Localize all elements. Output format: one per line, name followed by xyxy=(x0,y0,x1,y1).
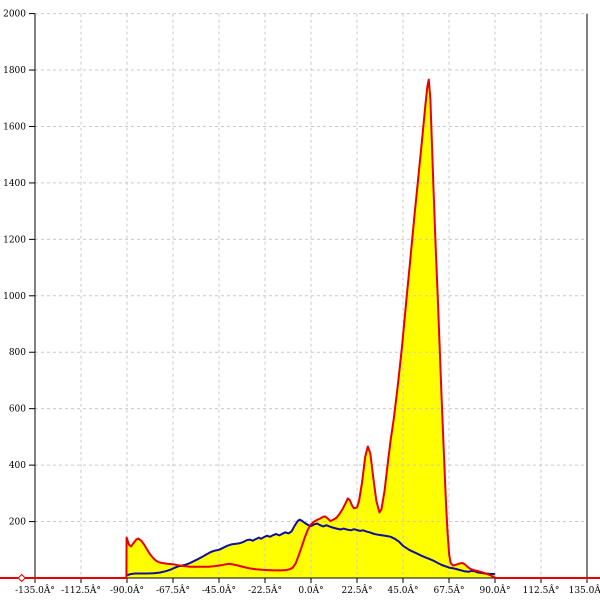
x-tick-label: 90.0Â° xyxy=(479,584,510,596)
y-tick-label: 600 xyxy=(9,405,26,415)
x-tick-label: 45.0Â° xyxy=(387,584,418,596)
x-tick-label: -67.5Â° xyxy=(156,584,190,596)
red-series-line xyxy=(0,78,600,579)
x-tick-label: -45.0Â° xyxy=(202,584,236,596)
y-tick-label: 800 xyxy=(9,348,26,358)
x-tick-label: -112.5Â° xyxy=(61,584,101,596)
y-tick-label: 1800 xyxy=(3,66,26,76)
x-tick-label: 135.0Â° xyxy=(569,584,600,596)
x-tick-label: 0.0Â° xyxy=(298,584,323,596)
x-tick-label: -90.0Â° xyxy=(110,584,144,596)
y-tick-label: 1200 xyxy=(3,235,26,245)
y-tick-label: 200 xyxy=(9,518,26,528)
y-tick-label: 400 xyxy=(9,461,26,471)
x-tick-label: 22.5Â° xyxy=(341,584,372,596)
x-tick-label: 67.5Â° xyxy=(433,584,464,596)
y-tick-label: 1000 xyxy=(3,292,26,302)
x-tick-label: 112.5Â° xyxy=(523,584,560,596)
y-tick-label: 1600 xyxy=(3,122,26,132)
x-tick-label: -22.5Â° xyxy=(248,584,282,596)
y-tick-label: 1400 xyxy=(3,179,26,189)
x-tick-label: -135.0Â° xyxy=(15,584,55,596)
y-tick-label: 2000 xyxy=(3,10,26,20)
zero-marker-diamond xyxy=(17,573,26,583)
blue-series-line xyxy=(126,518,496,577)
